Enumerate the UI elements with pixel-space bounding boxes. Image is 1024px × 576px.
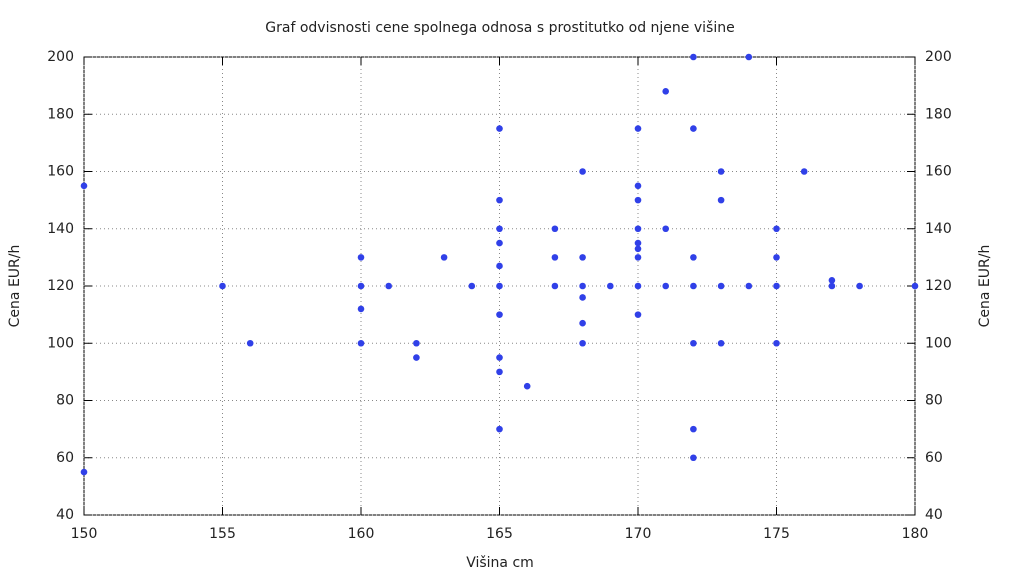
y-tick-label: 40: [56, 507, 74, 523]
point: [773, 225, 780, 233]
point: [828, 276, 836, 284]
x-tick-label: 175: [763, 526, 790, 542]
y-axis-label: Cena EUR/h: [7, 245, 23, 328]
point: [246, 339, 254, 347]
point: [496, 262, 503, 270]
point: [496, 282, 503, 290]
y-tick-label: 160: [47, 164, 74, 180]
point: [523, 382, 531, 390]
point: [690, 254, 697, 261]
y2-tick-label: 60: [925, 450, 943, 466]
point: [690, 282, 697, 290]
point: [607, 282, 614, 290]
x-tick-label: 155: [209, 526, 236, 542]
point: [551, 225, 559, 233]
y-tick-label: 140: [47, 221, 74, 237]
x-axis-label: Višina cm: [466, 555, 534, 571]
y2-tick-label: 180: [925, 106, 952, 122]
point: [717, 282, 725, 290]
point: [440, 254, 448, 261]
point: [357, 339, 365, 347]
point: [717, 339, 725, 347]
point: [634, 225, 642, 233]
point: [634, 245, 642, 253]
point: [357, 254, 365, 261]
x-tick-label: 150: [71, 526, 98, 542]
point: [634, 125, 642, 132]
y-tick-label: 100: [47, 335, 74, 351]
point: [413, 354, 420, 361]
point: [496, 354, 503, 361]
point: [828, 282, 836, 290]
y-tick-label: 200: [47, 49, 74, 65]
x-tick-label: 160: [348, 526, 375, 542]
y2-tick-label: 100: [925, 335, 952, 351]
point: [496, 196, 503, 204]
point: [579, 168, 586, 175]
point: [717, 168, 725, 175]
y-tick-label: 60: [56, 450, 74, 466]
point: [634, 282, 642, 290]
x-tick-label: 180: [902, 526, 929, 542]
point: [357, 282, 365, 290]
point: [579, 319, 586, 327]
point: [579, 339, 586, 347]
y2-tick-label: 160: [925, 164, 952, 180]
y2-tick-label: 120: [925, 278, 952, 294]
point: [496, 225, 503, 233]
point: [690, 125, 697, 132]
point: [551, 254, 559, 261]
point: [773, 339, 780, 347]
point: [662, 225, 669, 233]
point: [496, 125, 503, 132]
point: [385, 282, 393, 290]
x-tick-label: 165: [486, 526, 513, 542]
point: [800, 168, 808, 175]
point: [496, 425, 503, 433]
point: [634, 311, 642, 318]
point: [911, 282, 919, 290]
y-tick-label: 180: [47, 106, 74, 122]
point: [496, 368, 503, 376]
point: [690, 339, 697, 347]
point: [745, 282, 753, 290]
y2-tick-label: 200: [925, 49, 952, 65]
point: [634, 182, 642, 190]
point: [662, 88, 669, 95]
point: [579, 282, 586, 290]
point: [579, 294, 586, 301]
point: [717, 196, 725, 204]
y-tick-label: 80: [56, 393, 74, 409]
point: [773, 282, 780, 290]
point: [634, 254, 642, 261]
point: [80, 468, 88, 476]
point: [579, 254, 586, 261]
y2-tick-label: 40: [925, 507, 943, 523]
y2-axis-label: Cena EUR/h: [977, 245, 993, 328]
point: [690, 425, 697, 433]
x-tick-label: 170: [625, 526, 652, 542]
point: [690, 454, 697, 462]
point: [468, 282, 476, 290]
point: [496, 311, 503, 318]
point: [634, 196, 642, 204]
y-tick-label: 120: [47, 278, 74, 294]
point: [662, 282, 669, 290]
point: [496, 239, 503, 247]
point: [357, 305, 365, 313]
point: [773, 254, 780, 261]
point: [690, 53, 697, 61]
point: [634, 239, 642, 247]
y2-tick-label: 140: [925, 221, 952, 237]
point: [856, 282, 863, 290]
chart-title: Graf odvisnosti cene spolnega odnosa s p…: [265, 20, 734, 36]
point: [745, 53, 753, 61]
point: [219, 282, 226, 290]
point: [413, 339, 420, 347]
point: [551, 282, 559, 290]
y2-tick-label: 80: [925, 393, 943, 409]
point: [80, 182, 88, 190]
